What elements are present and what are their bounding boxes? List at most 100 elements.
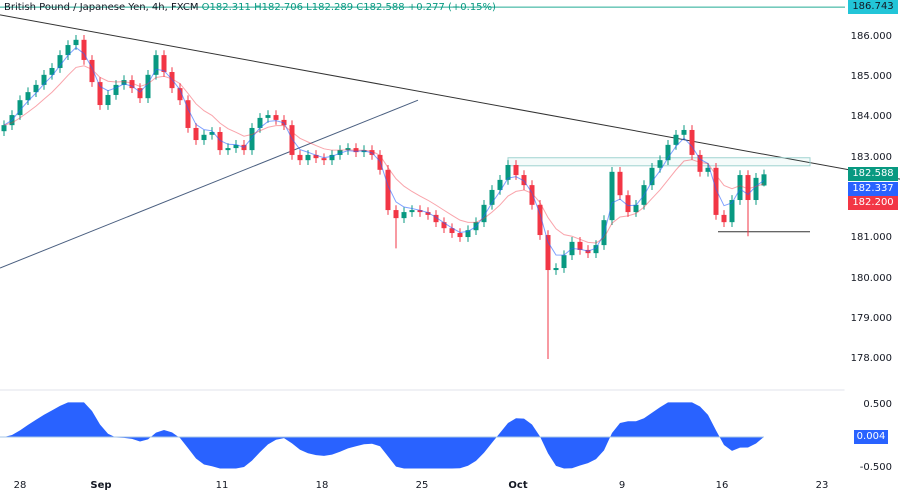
candle-body: [185, 100, 191, 128]
chart-legend: British Pound / Japanese Yen, 4h, FXCM O…: [4, 2, 496, 13]
candle-body: [73, 39, 79, 46]
candle-body: [17, 100, 23, 116]
candle-body: [257, 117, 263, 128]
osc-tick: 0.500: [863, 399, 892, 410]
legend-change: +0.277 (+0.15%): [407, 2, 496, 13]
candle-body: [753, 177, 759, 201]
candle-body: [41, 74, 47, 85]
price-tick: 184.000: [850, 111, 892, 122]
candle-body: [625, 195, 631, 213]
ma-slow-line: [3, 65, 765, 244]
ascending-trendline: [0, 99, 419, 269]
candle-body: [529, 185, 535, 205]
candle-body: [297, 154, 303, 161]
candle-body: [665, 144, 671, 161]
candle-body: [217, 131, 223, 151]
candle-body: [505, 164, 511, 180]
candle-body: [25, 92, 31, 101]
date-tick: 25: [415, 480, 429, 491]
candle-body: [265, 115, 271, 118]
symbol-title: British Pound / Japanese Yen, 4h, FXCM: [4, 2, 199, 13]
candle-body: [329, 154, 335, 161]
price-tick: 183.000: [850, 152, 892, 163]
descending-trendline: [0, 14, 900, 180]
candle-body: [425, 212, 431, 215]
candle-body: [465, 230, 471, 238]
price-tick: 181.000: [850, 232, 892, 243]
candle-body: [401, 212, 407, 219]
candle-body: [761, 174, 767, 186]
oscillator-value-tag: 0.004: [854, 430, 888, 444]
moving-averages-layer: [3, 46, 765, 256]
candle-body: [145, 74, 151, 99]
candles-layer: [1, 34, 767, 359]
candle-body: [393, 210, 399, 219]
candle-body: [657, 160, 663, 168]
oscillator-layer: [0, 402, 764, 469]
oscillator-area: [4, 402, 764, 469]
candle-body: [721, 214, 727, 223]
candle-body: [553, 268, 559, 271]
candle-body: [113, 84, 119, 95]
candle-body: [249, 127, 255, 151]
candle-body: [161, 55, 167, 73]
candle-body: [337, 150, 343, 155]
candle-body: [49, 67, 55, 75]
candle-body: [345, 148, 351, 151]
candle-body: [497, 179, 503, 190]
candle-body: [313, 154, 319, 159]
candle-body: [57, 55, 63, 68]
candle-body: [521, 175, 527, 186]
candle-body: [449, 228, 455, 234]
candle-body: [577, 241, 583, 250]
candle-body: [545, 235, 551, 271]
candle-body: [489, 189, 495, 205]
candle-body: [81, 39, 87, 60]
last-price-tag: 182.588: [848, 167, 898, 181]
candle-body: [705, 167, 711, 172]
candle-body: [105, 94, 111, 106]
candle-body: [441, 222, 447, 229]
candle-body: [561, 255, 567, 269]
candle-body: [681, 129, 687, 135]
candle-body: [417, 210, 423, 213]
date-tick: 18: [315, 480, 329, 491]
candle-body: [201, 134, 207, 141]
candle-body: [33, 84, 39, 93]
candle-body: [673, 134, 679, 145]
price-tick: 185.000: [850, 71, 892, 82]
date-tick: 16: [715, 480, 729, 491]
candle-body: [225, 148, 231, 151]
legend-high: H182.706: [254, 2, 303, 13]
candle-body: [617, 171, 623, 196]
candle-body: [713, 167, 719, 215]
price-tick: 180.000: [850, 273, 892, 284]
candle-body: [193, 127, 199, 141]
ma-fast-tag: 182.337: [848, 182, 898, 196]
candle-body: [737, 175, 743, 201]
price-tick: 186.000: [850, 31, 892, 42]
date-tick: 23: [815, 480, 829, 491]
legend-low: L182.289: [306, 2, 354, 13]
candle-body: [745, 175, 751, 201]
date-tick: 11: [215, 480, 229, 491]
candle-body: [689, 129, 695, 155]
candle-body: [305, 154, 311, 161]
legend-open: O182.311: [201, 2, 251, 13]
candle-body: [289, 125, 295, 155]
price-tick: 178.000: [850, 353, 892, 364]
date-tick: 9: [618, 480, 626, 491]
top-line-price-tag: 186.743: [848, 0, 898, 14]
candle-body: [513, 164, 519, 176]
ma-slow-tag: 182.200: [848, 196, 898, 210]
candle-body: [353, 148, 359, 153]
date-tick: 28: [13, 480, 27, 491]
candle-body: [433, 214, 439, 223]
candle-body: [729, 200, 735, 223]
candle-body: [233, 144, 239, 149]
candle-body: [65, 45, 71, 56]
candle-body: [153, 55, 159, 75]
candle-body: [97, 82, 103, 106]
candle-body: [537, 204, 543, 236]
